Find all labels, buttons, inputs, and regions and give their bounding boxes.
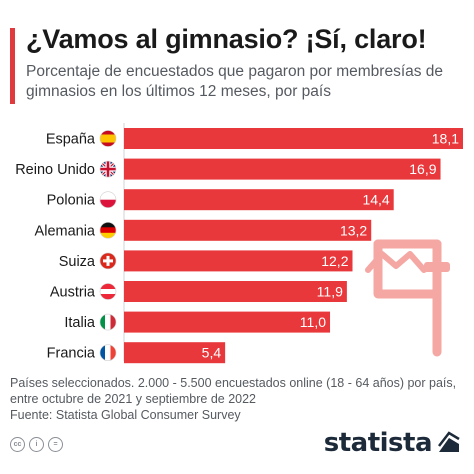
value-label: 13,2 (340, 222, 367, 238)
category-label: Suiza (59, 254, 96, 270)
germany-flag-icon (100, 222, 116, 239)
category-label: España (46, 132, 96, 148)
statista-logo-icon (438, 431, 460, 452)
flag-ring (99, 344, 117, 362)
category-label: Alemania (35, 223, 96, 239)
flag-ring (99, 160, 117, 178)
chart-subtitle: Porcentaje de encuestados que pagaron po… (26, 63, 444, 100)
chart-title: ¿Vamos al gimnasio? ¡Sí, claro! (26, 24, 427, 54)
flag-ring (99, 222, 117, 239)
switzerland-flag-icon (100, 252, 116, 269)
value-label: 5,4 (202, 345, 222, 361)
flag-ring (99, 191, 117, 208)
source-line: Fuente: Statista Global Consumer Survey (10, 408, 241, 422)
bar (124, 311, 331, 333)
bar (124, 281, 347, 302)
value-label: 12,2 (321, 253, 348, 269)
footnote: Países seleccionados. 2.000 - 5.500 encu… (10, 375, 457, 423)
bar-chart: España 18,1 Reino Unido 16,9 Polonia 14,4 Alem… (15, 123, 463, 364)
value-label: 11,0 (300, 314, 326, 330)
category-label: Italia (64, 315, 96, 331)
value-label: 18,1 (432, 131, 459, 147)
creative-commons-icon[interactable]: cc (10, 437, 25, 452)
attribution-icon[interactable]: i (29, 437, 44, 452)
poland-flag-icon (100, 191, 116, 208)
footnote-line: Países seleccionados. 2.000 - 5.500 encu… (10, 376, 457, 390)
category-label: Reino Unido (15, 162, 95, 178)
austria-flag-icon (100, 283, 116, 300)
footnote-line: entre octubre de 2021 y septiembre de 20… (10, 392, 257, 406)
flag-ring (99, 313, 117, 331)
category-label: Austria (50, 285, 96, 301)
title-accent-bar (10, 28, 15, 104)
brand-name: statista (323, 428, 433, 458)
license-icons[interactable]: cc i = (10, 437, 63, 452)
bar (124, 189, 394, 211)
uk-flag-icon (100, 161, 116, 178)
bar (124, 250, 353, 272)
value-label: 16,9 (409, 161, 436, 177)
france-flag-icon (100, 344, 116, 361)
category-label: Polonia (47, 193, 96, 209)
bar (124, 128, 463, 149)
spain-flag-icon (100, 130, 116, 147)
bar (124, 219, 372, 241)
category-label: Francia (47, 346, 96, 362)
flag-ring (99, 252, 117, 270)
value-label: 14,4 (362, 192, 389, 208)
value-label: 11,9 (317, 284, 343, 300)
italy-flag-icon (100, 314, 116, 331)
gym-equipment-icon (365, 239, 450, 357)
bar (124, 158, 441, 180)
flag-ring (99, 283, 117, 300)
flag-ring (99, 130, 117, 147)
bar (124, 342, 226, 364)
statista-logo[interactable]: statista (324, 428, 462, 458)
no-derivatives-icon[interactable]: = (48, 437, 63, 452)
